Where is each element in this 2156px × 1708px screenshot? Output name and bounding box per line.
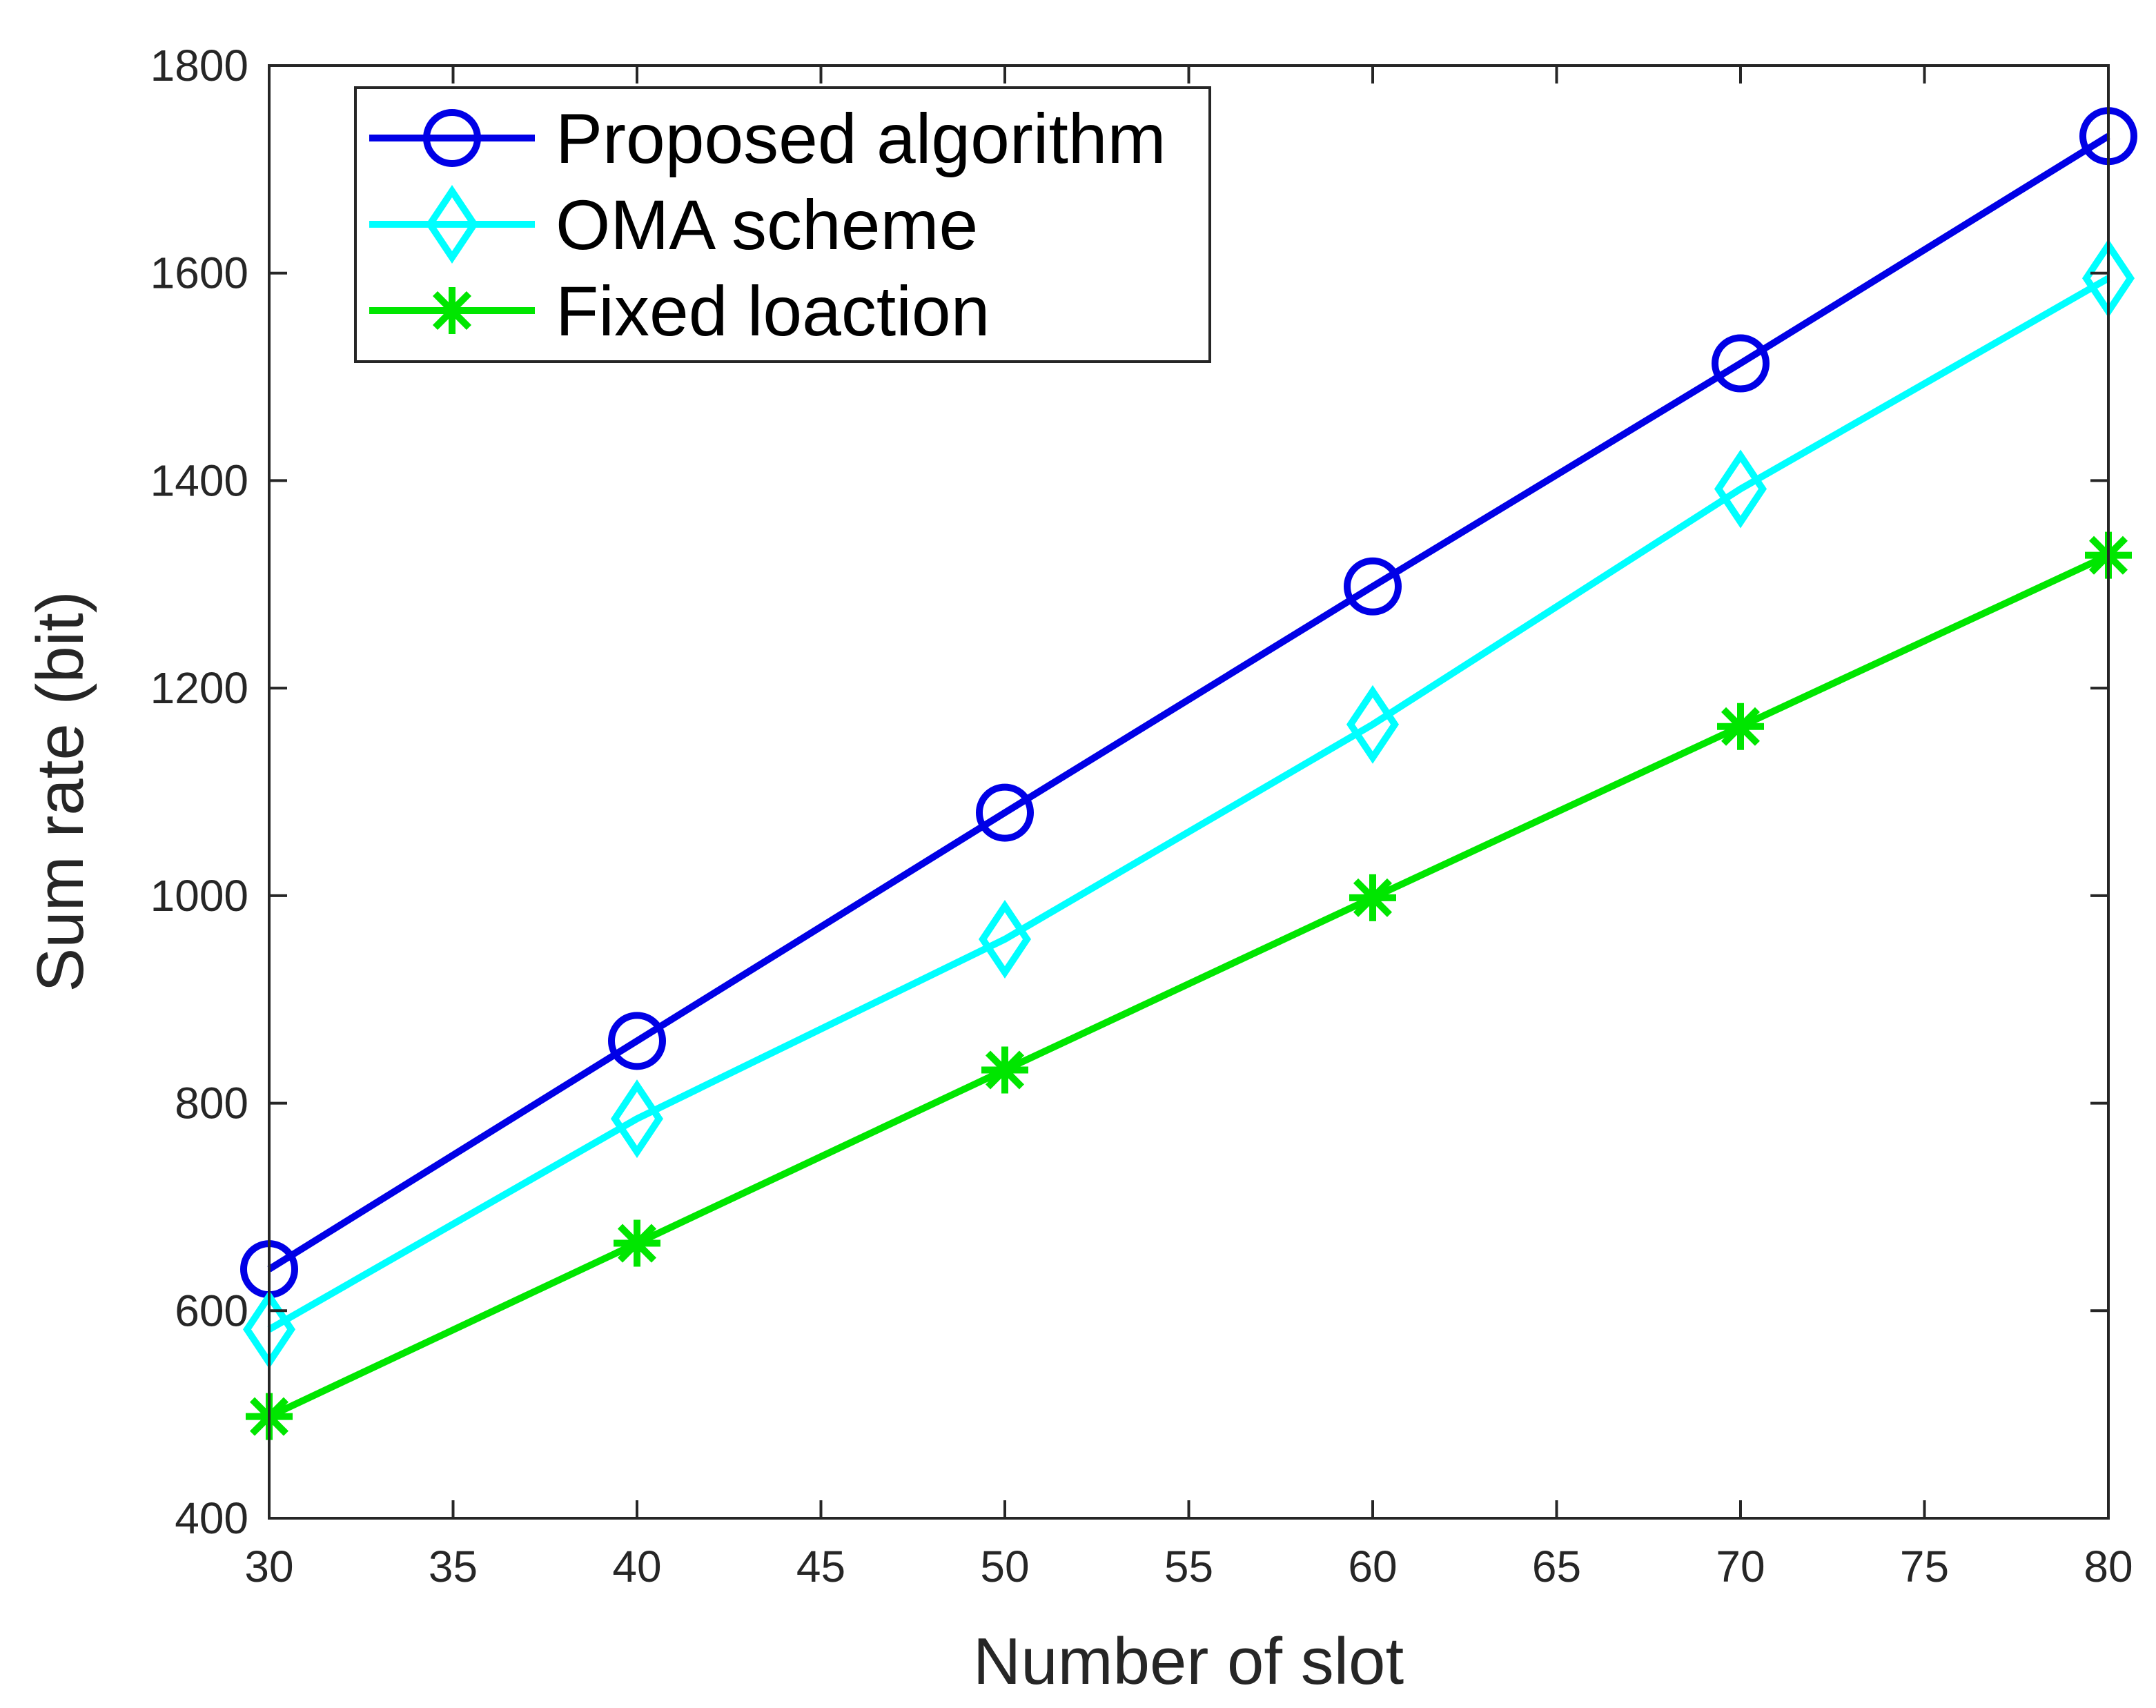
legend-marker-1: [423, 109, 481, 167]
x-tick-label: 65: [1532, 1542, 1581, 1591]
data-point-1-5: [1712, 334, 1770, 393]
y-tick-label: 800: [175, 1079, 248, 1128]
series-line-3: [267, 552, 2110, 1420]
x-tick-label: 75: [1900, 1542, 1949, 1591]
y-tick-label: 1400: [150, 455, 248, 505]
series-line-1: [267, 132, 2110, 1273]
series-line-2: [267, 275, 2110, 1333]
x-tick-label: 50: [980, 1542, 1029, 1591]
y-tick-label: 600: [175, 1286, 248, 1335]
y-axis-label: Sum rate (bit): [23, 591, 97, 992]
x-tick-label: 35: [429, 1542, 478, 1591]
data-point-3-2: [614, 1219, 660, 1267]
data-point-2-4: [1346, 685, 1400, 764]
y-tick-label: 1200: [150, 663, 248, 713]
y-tick-label: 1000: [150, 871, 248, 921]
data-point-3-3: [981, 1046, 1028, 1094]
y-tick-label: 1600: [150, 248, 248, 298]
data-point-1-2: [608, 1012, 666, 1070]
legend-label-3: Fixed loaction: [556, 272, 990, 351]
data-point-3-5: [1717, 703, 1764, 750]
legend-label-2: OMA scheme: [556, 186, 978, 264]
x-tick-label: 70: [1716, 1542, 1765, 1591]
data-point-1-4: [1344, 557, 1402, 616]
data-point-1-3: [976, 783, 1034, 842]
data-point-2-3: [978, 899, 1032, 979]
x-tick-label: 30: [244, 1542, 293, 1591]
legend-label-1: Proposed algorithm: [556, 99, 1166, 178]
data-point-2-2: [610, 1079, 664, 1159]
x-tick-label: 60: [1348, 1542, 1397, 1591]
ticks-layer: 30 35 40 45 50 55 60 65 70 75 80 400 600 800 1000 1200 1…: [150, 41, 2133, 1591]
data-point-2-5: [1714, 449, 1767, 529]
legend-marker-2: [425, 184, 479, 264]
x-tick-label: 80: [2084, 1542, 2133, 1591]
legend: Proposed algorithm OMA scheme Fixed loacti…: [354, 86, 1211, 363]
x-tick-label: 55: [1164, 1542, 1213, 1591]
legend-marker-3: [429, 287, 476, 334]
y-tick-label: 1800: [150, 41, 248, 90]
x-axis-label: Number of slot: [973, 1624, 1404, 1698]
y-tick-label: 400: [175, 1493, 248, 1543]
data-point-3-4: [1349, 874, 1396, 921]
x-tick-label: 40: [612, 1542, 661, 1591]
x-tick-label: 45: [796, 1542, 845, 1591]
